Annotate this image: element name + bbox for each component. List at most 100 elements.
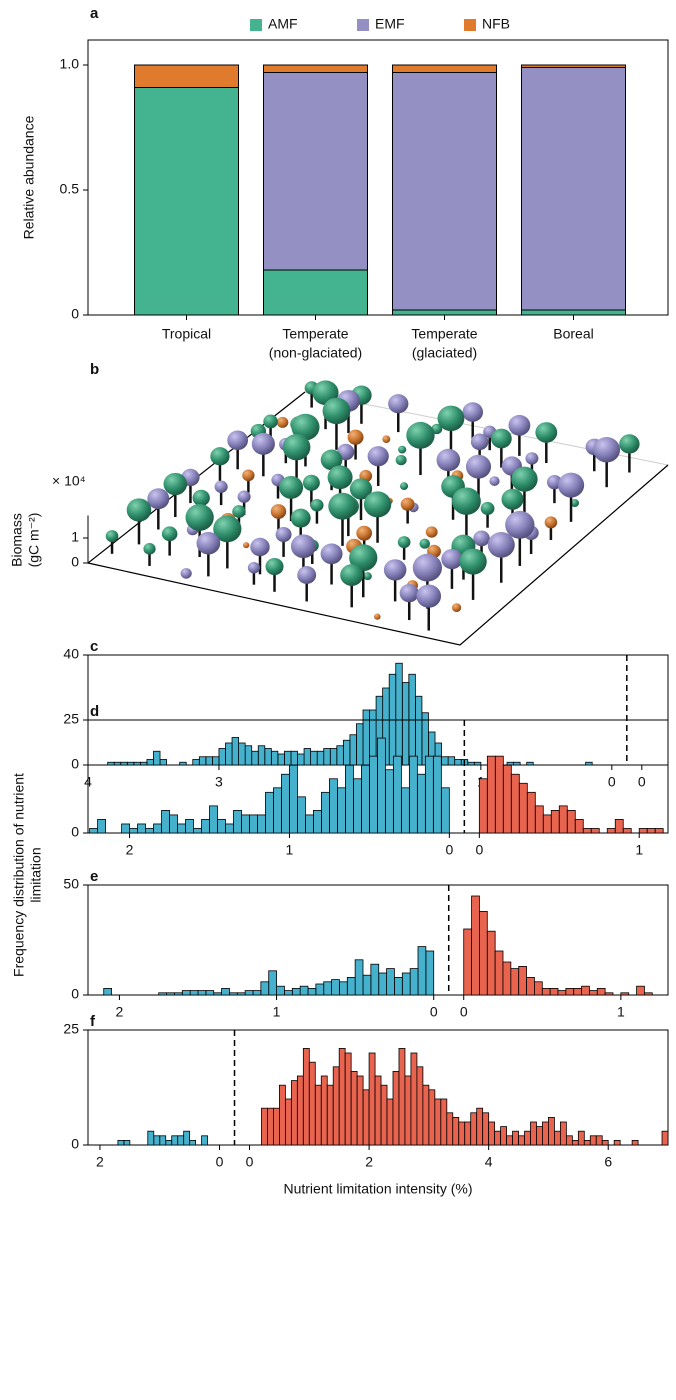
histogram-bar (233, 810, 242, 834)
histogram-bar (205, 990, 215, 996)
tree-crown (349, 544, 378, 572)
x-tick-label: 1 (286, 842, 294, 858)
histogram-bar (565, 988, 575, 996)
bar-segment (521, 67, 626, 311)
histogram-bar (297, 796, 306, 834)
tree-crown (250, 537, 270, 557)
histogram-bar (395, 662, 403, 766)
histogram-bar (526, 761, 534, 766)
histogram-bar (326, 1084, 334, 1146)
histogram-bar (502, 961, 512, 996)
y-tick-label: 0 (71, 306, 79, 322)
histogram-bar (384, 769, 394, 834)
tree-crown (465, 454, 492, 479)
tree-crown (328, 492, 357, 520)
tree-crown (508, 414, 531, 436)
histogram-bar (428, 1089, 436, 1146)
histogram-bar (414, 695, 423, 766)
x-tick-label: 0 (445, 842, 453, 858)
histogram-bar (113, 761, 122, 766)
histogram-bar (646, 828, 656, 834)
histogram-bar (345, 764, 354, 834)
tree-crown (263, 414, 278, 429)
histogram-bar (574, 819, 584, 834)
histogram-bar (201, 819, 210, 834)
histogram-bar (313, 810, 322, 834)
tree-crown (196, 531, 221, 555)
histogram-bar (622, 828, 632, 834)
histogram-bar (502, 764, 512, 834)
histogram-bar (284, 750, 292, 766)
x-tick-label: 1 (635, 842, 643, 858)
histogram-bar (542, 1121, 549, 1146)
tree-crown (383, 559, 407, 581)
tree-crown (451, 487, 481, 515)
panel-letter: f (90, 1013, 96, 1030)
histogram-bar (299, 985, 309, 996)
tree-crown (416, 584, 442, 608)
histogram-bar (506, 761, 514, 766)
panel-letter: b (90, 361, 99, 378)
histogram-bar (297, 753, 305, 766)
histogram-bar (185, 819, 194, 834)
histogram-bar (510, 968, 520, 996)
tree-crown (213, 515, 242, 543)
histogram-bar (225, 742, 233, 766)
histogram-bar (409, 968, 419, 996)
histogram-bar (467, 761, 475, 766)
histogram-bar (231, 737, 239, 766)
histogram-bar (218, 748, 226, 766)
y-tick-label: 40 (63, 646, 79, 662)
histogram-bar (265, 791, 274, 834)
histogram-bar (121, 823, 130, 834)
histogram-bar (494, 755, 504, 834)
histogram-bar (559, 1121, 567, 1146)
histogram-bar (284, 990, 293, 996)
tree-crown (347, 429, 364, 445)
tree-crown (619, 434, 640, 454)
tree-crown (441, 548, 463, 570)
histogram-bar (281, 773, 290, 834)
y-axis-label: limitation (28, 847, 44, 902)
histogram-bar (291, 988, 301, 996)
legend-label: AMF (268, 16, 298, 32)
histogram-bar (302, 1048, 310, 1146)
histogram-bar (370, 963, 380, 996)
histogram-bar (303, 748, 312, 766)
tree-crown (395, 454, 407, 466)
histogram-bar (636, 985, 645, 996)
tree-crown (340, 564, 364, 587)
histogram-bar (197, 990, 207, 996)
panel-letter: c (90, 638, 98, 655)
histogram-bar (103, 988, 112, 996)
histogram-bar (401, 972, 411, 996)
y-tick-label: 0 (71, 986, 79, 1002)
tree-crown (470, 433, 489, 451)
tree-crown (487, 532, 515, 558)
tree-crown (143, 543, 156, 555)
histogram-bar (339, 981, 348, 996)
histogram-bar (573, 988, 582, 996)
histogram-bar (276, 985, 285, 996)
histogram-bar (422, 1084, 430, 1146)
histogram-bar (604, 992, 614, 996)
tree-crown (251, 432, 275, 455)
histogram-bar (446, 1112, 454, 1146)
tree-crown (388, 394, 409, 414)
panel-letter: e (90, 868, 98, 885)
histogram-bar (394, 977, 403, 996)
histogram-bar (386, 968, 395, 996)
histogram-bar (257, 745, 266, 766)
panel-letter: a (90, 5, 99, 22)
histogram-bar (392, 1071, 400, 1146)
histogram-bar (644, 992, 653, 996)
tree-crown (367, 446, 389, 467)
histogram-bar (120, 761, 128, 766)
x-tick-label: 0 (608, 774, 616, 790)
tree-crown (161, 526, 178, 542)
histogram-bar (323, 748, 331, 766)
histogram-bar (331, 979, 340, 996)
histogram-bar (601, 1140, 609, 1146)
histogram-bar (264, 748, 272, 766)
